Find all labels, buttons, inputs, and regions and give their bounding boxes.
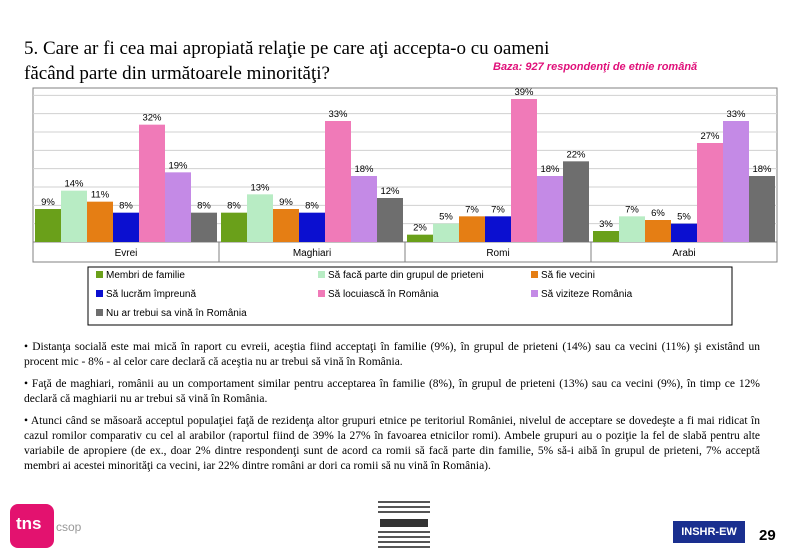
bullet-1: • Distanţa socială este mai mică în rapo… (24, 341, 760, 368)
tns-logo-text: tns (16, 514, 42, 533)
bar (645, 220, 671, 242)
category-label: Romi (486, 248, 509, 259)
bar (165, 172, 191, 242)
data-label: 7% (625, 204, 639, 215)
bar (671, 223, 697, 242)
legend-swatch (96, 309, 103, 316)
data-label: 8% (305, 201, 319, 212)
bar (87, 201, 113, 242)
bar (511, 99, 537, 242)
insh-badge: INSHR-EW (673, 521, 745, 543)
bar (113, 212, 139, 242)
bar (247, 194, 273, 242)
bar (563, 161, 589, 242)
tns-csop-logo: tns csop (10, 504, 100, 548)
legend-swatch (318, 290, 325, 297)
bar (325, 121, 351, 242)
title-line-1: 5. Care ar fi cea mai apropiată relaţie … (24, 38, 550, 59)
data-label: 33% (328, 109, 348, 120)
bullet-3: • Atunci când se măsoară acceptul popula… (24, 415, 760, 472)
category-label: Arabi (672, 248, 695, 259)
bar (459, 216, 485, 242)
data-label: 8% (227, 201, 241, 212)
data-label: 7% (465, 204, 479, 215)
data-label: 8% (119, 201, 133, 212)
legend-swatch (531, 290, 538, 297)
bar (221, 212, 247, 242)
legend-label: Nu ar trebui sa vină în România (106, 308, 247, 319)
base-note: Baza: 927 respondenţi de etnie română (493, 61, 698, 73)
bar (723, 121, 749, 242)
data-label: 13% (250, 182, 270, 193)
data-label: 11% (91, 190, 110, 201)
bar (485, 216, 511, 242)
bar (433, 223, 459, 242)
data-label: 9% (41, 197, 55, 208)
data-label: 5% (439, 212, 453, 223)
data-label: 14% (64, 179, 84, 190)
data-label: 9% (279, 197, 293, 208)
category-label: Maghiari (293, 248, 331, 259)
data-label: 32% (142, 113, 162, 124)
legend-label: Să viziteze România (541, 289, 633, 300)
commentary: • Distanţa socială este mai mică în rapo… (24, 340, 760, 481)
data-label: 7% (491, 204, 505, 215)
bar (273, 209, 299, 242)
bar (537, 176, 563, 242)
legend-label: Să locuiască în România (328, 289, 439, 300)
bar (407, 234, 433, 242)
legend-label: Să lucrăm împreună (106, 289, 196, 300)
bar (299, 212, 325, 242)
data-label: 12% (380, 186, 400, 197)
data-label: 18% (540, 164, 560, 175)
legend-box (87, 266, 733, 326)
data-label: 18% (354, 164, 374, 175)
legend-swatch (96, 290, 103, 297)
data-label: 33% (726, 109, 746, 120)
data-label: 22% (566, 149, 586, 160)
legend-swatch (318, 271, 325, 278)
title-line-2: făcând parte din următoarele minorităţi? (24, 63, 330, 84)
legend-label: Membri de familie (106, 270, 185, 281)
csop-logo-text: csop (56, 520, 82, 534)
data-label: 27% (700, 131, 720, 142)
data-label: 5% (677, 212, 691, 223)
bar (593, 231, 619, 242)
data-label: 3% (599, 219, 613, 230)
task-force-logo (376, 497, 432, 551)
bar (749, 176, 775, 242)
bar (35, 209, 61, 242)
bullet-2: • Faţă de maghiari, românii au un compor… (24, 378, 760, 405)
data-label: 6% (651, 208, 665, 219)
bar (351, 176, 377, 242)
bar (697, 143, 723, 242)
legend-label: Să facă parte din grupul de prieteni (328, 270, 484, 281)
legend-swatch (96, 271, 103, 278)
bar (377, 198, 403, 242)
data-label: 18% (752, 164, 772, 175)
bar (61, 190, 87, 242)
data-label: 2% (413, 223, 427, 234)
data-label: 39% (514, 87, 534, 98)
bar (619, 216, 645, 242)
page-title: 5. Care ar fi cea mai apropiată relaţie … (24, 36, 624, 86)
legend-swatch (531, 271, 538, 278)
category-label: Evrei (115, 248, 138, 259)
data-label: 8% (197, 201, 211, 212)
page-number: 29 (759, 527, 776, 544)
legend-label: Să fie vecini (541, 270, 595, 281)
bar (139, 124, 165, 242)
data-label: 19% (168, 160, 188, 171)
bar (191, 212, 217, 242)
